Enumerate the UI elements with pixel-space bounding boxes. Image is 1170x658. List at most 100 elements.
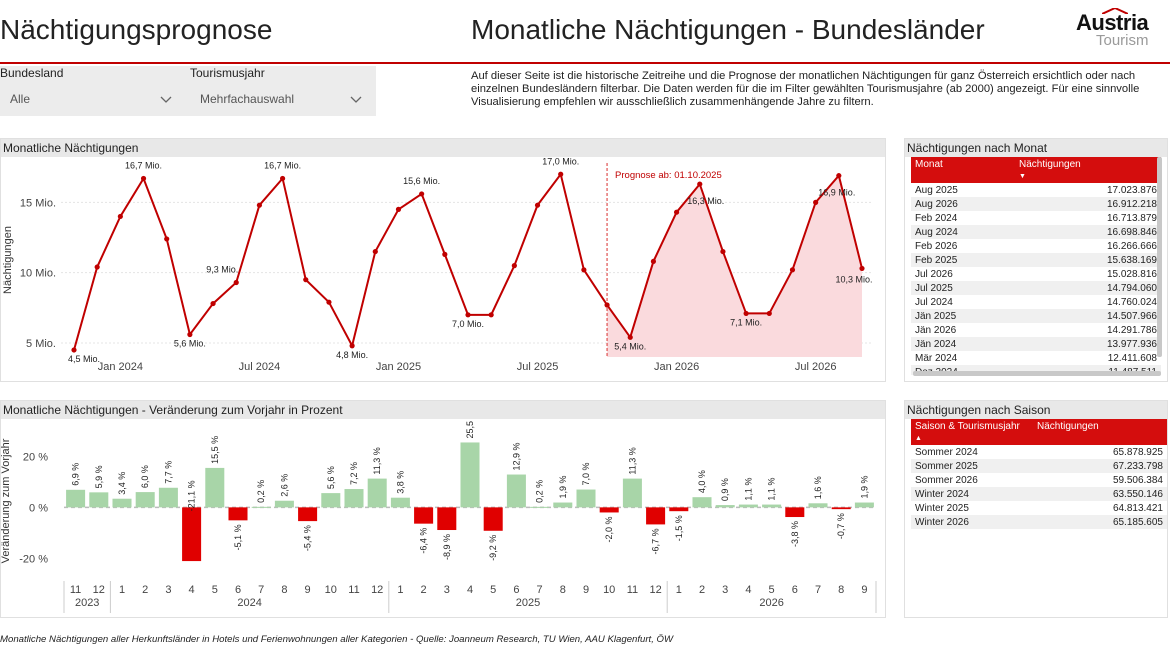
data-point [233, 279, 239, 286]
bar [390, 497, 410, 508]
month-table-row[interactable]: Jän 2026 14.291.786 [911, 323, 1161, 337]
data-label: -1,5 % [674, 515, 684, 541]
cell-value: 16.266.666 [1106, 240, 1157, 252]
season-table: Saison & Tourismusjahr ▲ Nächtigungen Som… [911, 419, 1167, 529]
month-table-row[interactable]: Dez 202411.487.511 [911, 365, 1161, 375]
y-tick-label: 5 Mio. [26, 338, 56, 350]
x-tick-label: 10 [603, 584, 615, 596]
data-label: 10,3 Mio. [835, 274, 872, 284]
season-table-row[interactable]: Sommer 2024 65.878.925 [911, 445, 1167, 459]
season-table-panel: Nächtigungen nach Saison Saison & Touris… [904, 400, 1168, 618]
bar [808, 503, 828, 508]
bar-chart-panel: Monatliche Nächtigungen - Veränderung zu… [0, 400, 886, 618]
month-table-row[interactable]: Mär 2024 12.411.608 [911, 351, 1161, 365]
tourismusjahr-value: Mehrfachauswahl [200, 92, 295, 106]
bar [205, 467, 225, 508]
month-table-row[interactable]: Aug 2025 17.023.876 [911, 183, 1161, 197]
report-title: Monatliche Nächtigungen - Bundesländer [471, 14, 985, 45]
season-table-row[interactable]: Sommer 2026 59.506.384 [911, 473, 1167, 487]
month-table-row[interactable]: Jul 2025 14.794.060 [911, 281, 1161, 295]
cell-label: Winter 2025 [915, 502, 969, 514]
x-tick-label: Jan 2026 [654, 361, 699, 373]
month-table-row[interactable]: Jul 2026 15.028.816 [911, 267, 1161, 281]
data-label: 3,4 % [117, 472, 127, 495]
season-column-header[interactable]: Saison & Tourismusjahr ▲ [911, 419, 1033, 445]
month-table-row[interactable]: Feb 2025 15.638.169 [911, 253, 1161, 267]
data-label: 0,9 % [720, 478, 730, 501]
y-tick-label: -20 % [19, 553, 48, 565]
season-table-row[interactable]: Winter 2025 64.813.421 [911, 501, 1167, 515]
naechtigungen-column-header[interactable]: Nächtigungen ▼ [1015, 157, 1161, 183]
month-table-row[interactable]: Feb 2026 16.266.666 [911, 239, 1161, 253]
bar [182, 507, 202, 562]
year-label: 2024 [237, 597, 261, 609]
x-tick-label: 6 [235, 584, 241, 596]
cell-label: Jul 2026 [915, 268, 953, 280]
bar [414, 507, 434, 524]
data-label: 4,5 Mio. [68, 354, 100, 364]
cell-label: Winter 2024 [911, 487, 1033, 501]
data-point [581, 267, 587, 273]
month-table-row[interactable]: Jän 2025 14.507.966 [911, 309, 1161, 323]
data-label: 1,1 % [743, 478, 753, 501]
x-tick-label: 5 [769, 584, 775, 596]
data-point [140, 175, 147, 182]
month-table-row[interactable]: Feb 2024 16.713.879 [911, 211, 1161, 225]
cell-value: 11.487.511 [1015, 365, 1161, 375]
cell-label: Aug 2025 [915, 184, 958, 196]
data-label: -9,2 % [488, 535, 498, 561]
data-label: 1,9 % [859, 476, 869, 499]
x-tick-label: 2 [142, 584, 148, 596]
filter-panel: Bundesland Alle Tourismusjahr Mehrfachau… [0, 66, 376, 116]
header-divider [0, 62, 1170, 64]
bundesland-dropdown[interactable]: Alle [0, 84, 180, 114]
bar [854, 502, 874, 508]
season-table-row[interactable]: Sommer 2025 67.233.798 [911, 459, 1167, 473]
vertical-scrollbar[interactable] [1157, 157, 1162, 357]
data-label: 1,6 % [813, 476, 823, 499]
bar [158, 487, 178, 508]
data-label: 7,7 % [163, 461, 173, 484]
month-table-scroll[interactable]: Monat Nächtigungen ▼ Aug 2025 17.023.876 Au… [911, 157, 1161, 375]
cell-label: Sommer 2025 [911, 459, 1033, 473]
x-tick-label: 2 [421, 584, 427, 596]
bundesland-label: Bundesland [0, 66, 64, 80]
x-tick-label: 6 [513, 584, 519, 596]
line-chart-panel: Monatliche Nächtigungen 5 Mio. 10 Mio. 15 … [0, 138, 886, 382]
season-table-row[interactable]: Winter 2026 65.185.605 [911, 515, 1167, 529]
month-table-row[interactable]: Jul 2024 14.760.024 [911, 295, 1161, 309]
month-table-row[interactable]: Aug 2026 16.912.218 [911, 197, 1161, 211]
data-label: 7,0 Mio. [452, 319, 484, 329]
horizontal-scrollbar[interactable] [913, 371, 1161, 376]
x-tick-label: 2 [699, 584, 705, 596]
season-table-row[interactable]: Winter 2024 63.550.146 [911, 487, 1167, 501]
bar [251, 506, 271, 508]
month-table-panel: Nächtigungen nach Monat Monat Nächtigung… [904, 138, 1168, 382]
data-point [395, 206, 402, 212]
tourismusjahr-dropdown[interactable]: Mehrfachauswahl [190, 84, 370, 114]
data-point [210, 300, 216, 307]
bar [135, 492, 155, 508]
month-table-row[interactable]: Jän 2024 13.977.936 [911, 337, 1161, 351]
cell-label: Feb 2025 [911, 253, 1015, 267]
bar [646, 507, 666, 525]
bar [112, 498, 132, 508]
data-label: 15,5 % [210, 436, 220, 464]
x-tick-label: 12 [93, 584, 105, 596]
data-point [673, 209, 680, 215]
data-label: 16,3 Mio. [687, 196, 724, 206]
cell-value: 67.233.798 [1033, 459, 1167, 473]
bar [599, 507, 619, 513]
cell-value: 16.713.879 [1106, 212, 1157, 224]
bar [367, 478, 387, 508]
data-point [256, 202, 263, 208]
x-tick-label: 3 [165, 584, 171, 596]
sort-desc-icon: ▼ [1019, 173, 1026, 180]
x-tick-label: 5 [490, 584, 496, 596]
season-naechtigungen-column-header[interactable]: Nächtigungen [1033, 419, 1167, 445]
month-column-header[interactable]: Monat [911, 157, 1015, 183]
cell-value: 59.506.384 [1112, 474, 1163, 486]
data-label: -6,4 % [419, 528, 429, 554]
month-table-row[interactable]: Aug 2024 16.698.846 [911, 225, 1161, 239]
sort-asc-icon: ▲ [915, 435, 922, 442]
